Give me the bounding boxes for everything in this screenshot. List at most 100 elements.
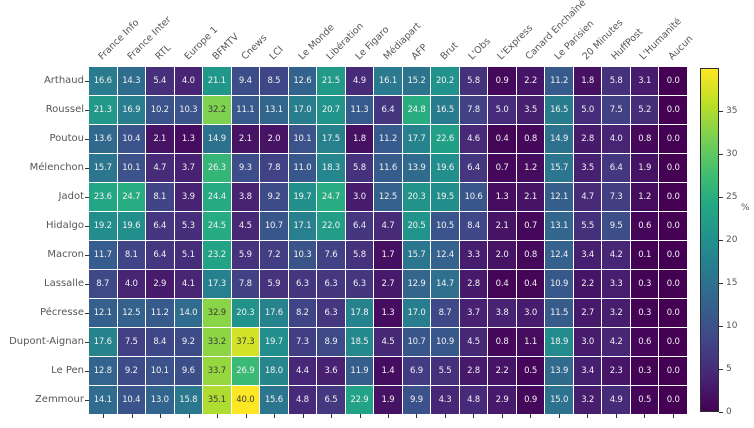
heatmap-cell: 9.9	[402, 386, 431, 414]
heatmap-cell: 15.7	[89, 154, 117, 182]
heatmap-cell: 18.9	[545, 328, 573, 356]
heatmap-cell: 12.1	[89, 299, 117, 327]
heatmap-cell: 4.7	[374, 212, 402, 240]
heatmap-cell: 19.6	[117, 212, 146, 240]
heatmap-cell: 8.7	[89, 270, 117, 298]
heatmap-cell: 16.1	[374, 67, 402, 95]
heatmap-cell: 9.2	[260, 183, 288, 211]
heatmap-cell: 10.6	[459, 183, 488, 211]
heatmap-cell: 23.6	[89, 183, 117, 211]
x-axis-tick	[388, 414, 389, 418]
heatmap-cell: 7.3	[288, 328, 317, 356]
heatmap-cell: 3.8	[488, 299, 516, 327]
heatmap-cell: 5.5	[431, 357, 459, 385]
heatmap-cell: 9.3	[231, 154, 260, 182]
row-label: Jadot	[58, 191, 84, 203]
heatmap-cell: 5.4	[146, 67, 174, 95]
heatmap-cell: 4.4	[288, 357, 317, 385]
heatmap-cell: 8.4	[146, 328, 174, 356]
heatmap-cell: 8.1	[117, 241, 146, 269]
heatmap-cell: 33.7	[203, 357, 231, 385]
heatmap-cell: 20.2	[431, 67, 459, 95]
row-label: Roussel	[45, 104, 84, 116]
heatmap-cell: 24.7	[117, 183, 146, 211]
heatmap-cell: 4.9	[602, 386, 630, 414]
heatmap-cell: 8.9	[317, 328, 345, 356]
heatmap-cell: 7.8	[459, 96, 488, 124]
heatmap-cell: 4.6	[459, 125, 488, 153]
heatmap-cell: 0.7	[516, 212, 545, 240]
heatmap-cell: 6.9	[402, 357, 431, 385]
colorbar-unit-label: %	[741, 203, 750, 213]
heatmap-cell: 1.3	[174, 125, 203, 153]
heatmap-cell: 10.3	[288, 241, 317, 269]
heatmap-cell: 19.7	[288, 183, 317, 211]
row-label: Pécresse	[40, 306, 84, 318]
heatmap-cell: 2.1	[146, 125, 174, 153]
heatmap-cell: 0.6	[630, 328, 659, 356]
heatmap-cell: 8.4	[459, 212, 488, 240]
colorbar-tick-label: 5	[726, 364, 732, 374]
heatmap-cell: 14.0	[174, 299, 203, 327]
y-axis-tick	[85, 168, 89, 170]
heatmap-cell: 4.7	[146, 154, 174, 182]
colorbar-tick	[719, 326, 723, 327]
heatmap-cell: 19.5	[431, 183, 459, 211]
heatmap-cell: 6.4	[602, 154, 630, 182]
row-label: Hidalgo	[45, 220, 84, 232]
heatmap-cell: 11.7	[89, 241, 117, 269]
heatmap-cell: 0.0	[659, 183, 687, 211]
heatmap-cell: 2.7	[374, 270, 402, 298]
heatmap-cell: 0.3	[630, 299, 659, 327]
heatmap-cell: 23.2	[203, 241, 231, 269]
heatmap-cell: 4.9	[345, 67, 374, 95]
heatmap-cell: 4.0	[174, 67, 203, 95]
x-axis-tick	[644, 414, 646, 418]
heatmap-cell: 10.1	[146, 357, 174, 385]
x-axis-tick	[416, 414, 418, 418]
x-axis-tick	[245, 414, 247, 418]
heatmap-cell: 6.4	[345, 212, 374, 240]
heatmap-cell: 3.5	[516, 96, 545, 124]
heatmap-cell: 13.9	[545, 357, 573, 385]
colorbar-tick	[719, 240, 723, 241]
heatmap-cell: 15.6	[260, 386, 288, 414]
row-label: Poutou	[49, 133, 84, 145]
heatmap-cell: 3.3	[459, 241, 488, 269]
heatmap-cell: 11.6	[374, 154, 402, 182]
y-axis-tick	[85, 81, 89, 83]
heatmap-cell: 0.0	[659, 357, 687, 385]
heatmap-cell: 10.9	[545, 270, 573, 298]
heatmap-cell: 2.0	[260, 125, 288, 153]
heatmap-cell: 3.2	[602, 299, 630, 327]
heatmap-cell: 14.9	[203, 125, 231, 153]
heatmap-cell: 0.5	[516, 357, 545, 385]
heatmap-cell: 8.2	[288, 299, 317, 327]
heatmap-cell: 2.7	[573, 299, 602, 327]
heatmap-cell: 2.2	[573, 270, 602, 298]
heatmap-cell: 7.5	[117, 328, 146, 356]
heatmap-cell: 0.9	[488, 67, 516, 95]
x-axis-tick	[473, 414, 475, 418]
x-axis-tick	[672, 414, 674, 418]
heatmap-cell: 5.1	[174, 241, 203, 269]
heatmap-cell: 0.0	[659, 241, 687, 269]
heatmap-cell: 12.5	[374, 183, 402, 211]
heatmap-cell: 0.8	[516, 125, 545, 153]
heatmap-cell: 24.7	[317, 183, 345, 211]
column-label: LCI	[267, 44, 286, 63]
heatmap-cell: 0.0	[659, 154, 687, 182]
heatmap-cell: 4.5	[459, 328, 488, 356]
heatmap-cell: 5.2	[630, 96, 659, 124]
heatmap-cell: 9.2	[117, 357, 146, 385]
heatmap-cell: 5.5	[573, 212, 602, 240]
heatmap-cell: 10.2	[146, 96, 174, 124]
heatmap-cell: 17.7	[402, 125, 431, 153]
heatmap-cell: 10.7	[402, 328, 431, 356]
heatmap-cell: 26.9	[231, 357, 260, 385]
heatmap-cell: 13.1	[545, 212, 573, 240]
heatmap-cell: 4.3	[431, 386, 459, 414]
heatmap-cell: 0.8	[488, 328, 516, 356]
heatmap-cell: 0.4	[488, 270, 516, 298]
